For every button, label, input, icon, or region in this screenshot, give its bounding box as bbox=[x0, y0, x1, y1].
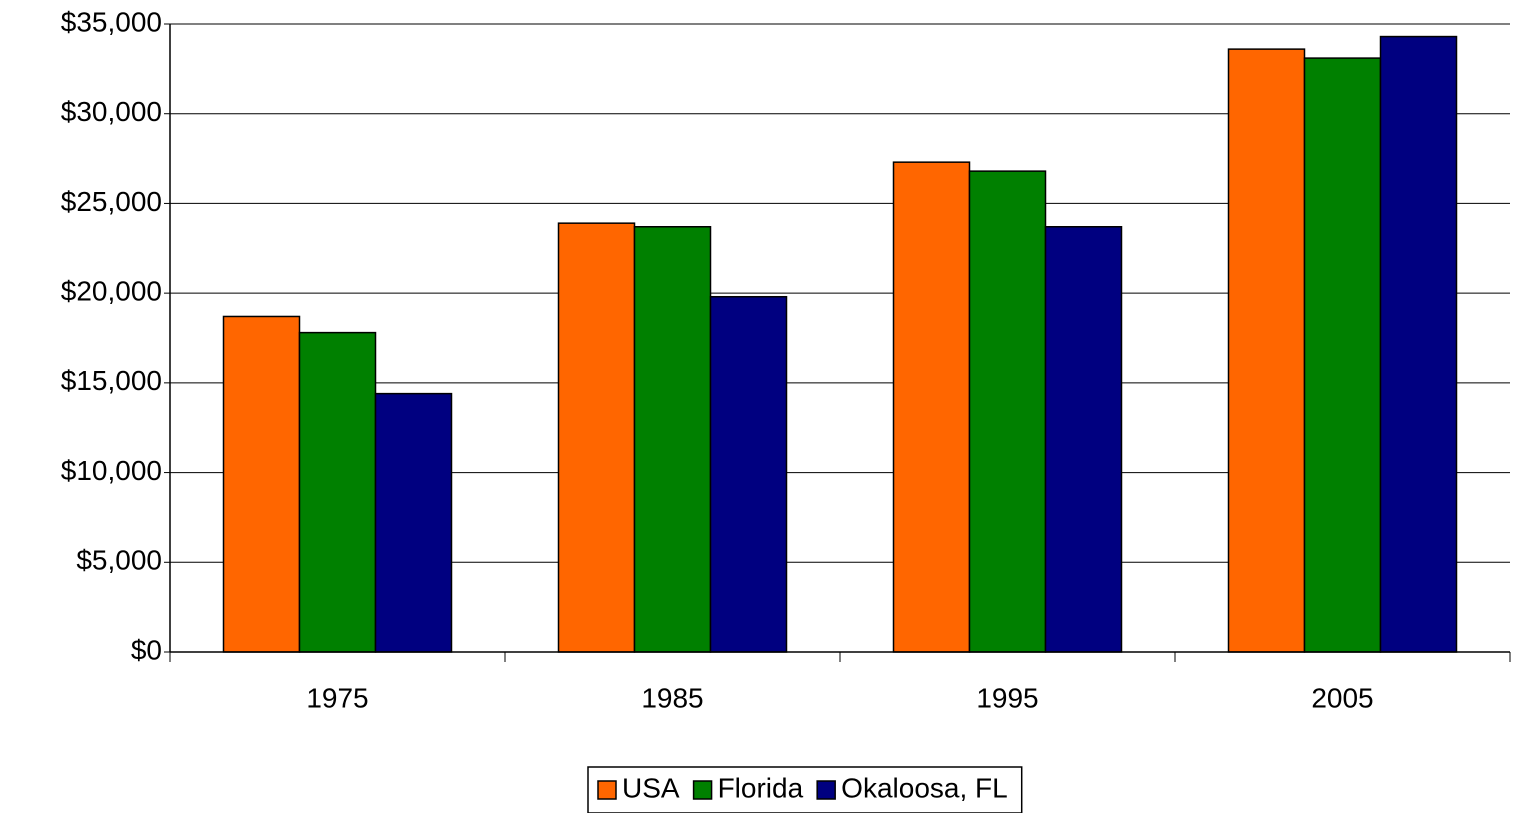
bar bbox=[1303, 57, 1382, 653]
bar bbox=[1044, 226, 1123, 653]
y-tick-label: $5,000 bbox=[76, 545, 162, 576]
bar bbox=[557, 222, 636, 653]
legend-box bbox=[587, 766, 1023, 813]
x-tick-label: 1995 bbox=[976, 682, 1038, 713]
bar bbox=[298, 331, 377, 653]
bar bbox=[1227, 48, 1306, 653]
bar bbox=[222, 315, 301, 653]
legend-label: Florida bbox=[718, 772, 804, 803]
y-tick-label: $30,000 bbox=[61, 96, 162, 127]
bar bbox=[374, 392, 453, 653]
bar bbox=[633, 226, 712, 653]
y-tick-label: $0 bbox=[131, 634, 162, 665]
bar bbox=[892, 161, 971, 653]
x-tick-label: 1985 bbox=[641, 682, 703, 713]
y-tick-label: $10,000 bbox=[61, 455, 162, 486]
y-tick-label: $20,000 bbox=[61, 276, 162, 307]
bar bbox=[709, 295, 788, 653]
legend-swatch bbox=[692, 780, 713, 800]
legend-swatch bbox=[816, 780, 836, 800]
x-tick-label: 2005 bbox=[1311, 682, 1373, 713]
bar bbox=[1379, 35, 1458, 653]
bar bbox=[968, 170, 1047, 653]
legend-swatch bbox=[597, 780, 617, 800]
legend-label: USA bbox=[622, 772, 680, 803]
y-tick-label: $15,000 bbox=[61, 365, 162, 396]
legend-label: Okaloosa, FL bbox=[841, 772, 1008, 803]
y-tick-label: $35,000 bbox=[61, 6, 162, 37]
x-tick-label: 1975 bbox=[306, 682, 368, 713]
y-tick-label: $25,000 bbox=[61, 186, 162, 217]
